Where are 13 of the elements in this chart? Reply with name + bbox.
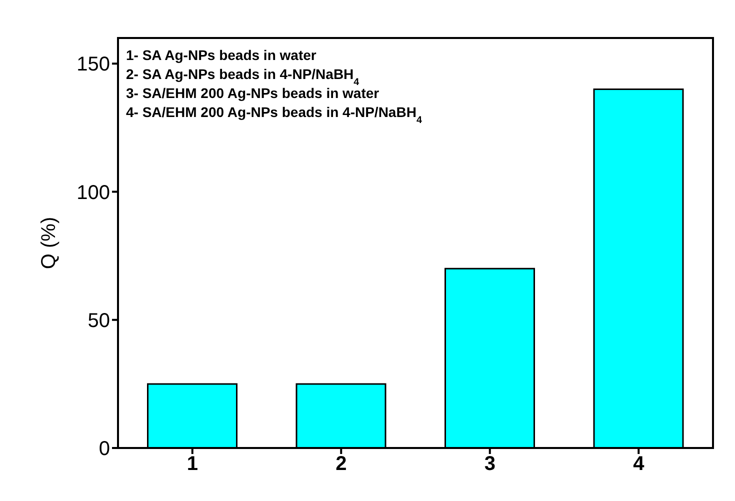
y-axis-title: Q (%) (38, 216, 60, 270)
x-tick-label: 4 (633, 453, 646, 476)
y-tick-label: 0 (98, 438, 110, 460)
y-tick-label: 100 (76, 182, 110, 204)
x-tick-label: 3 (484, 453, 496, 476)
y-tick-label: 150 (76, 54, 110, 76)
annotation: 1- SA Ag-NPs beads in water (126, 47, 317, 63)
annotation: 3- SA/EHM 200 Ag-NPs beads in water (126, 85, 380, 101)
y-tick-label: 50 (88, 310, 110, 332)
annotation: 2- SA Ag-NPs beads in 4-NP/NaBH$_{4}$ (126, 66, 360, 88)
x-tick-label: 2 (336, 453, 347, 476)
annotation: 4- SA/EHM 200 Ag-NPs beads in 4-NP/NaBH$_{4}$ (126, 104, 422, 126)
x-tick-label: 1 (186, 453, 198, 476)
